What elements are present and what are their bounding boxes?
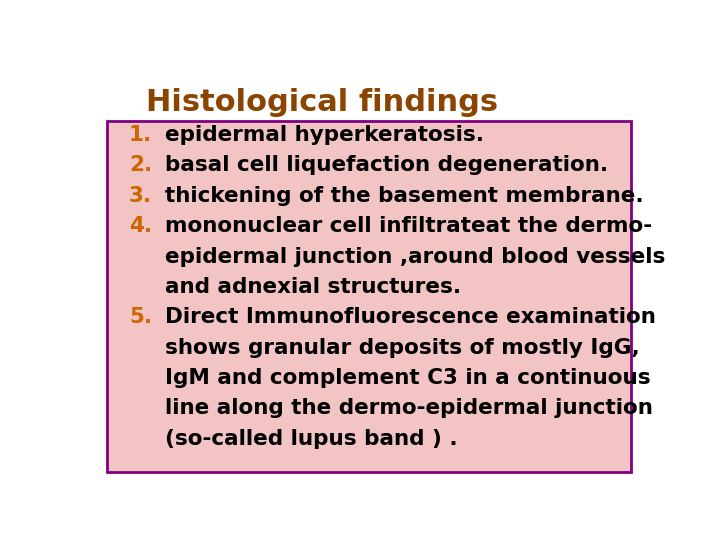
Text: line along the dermo-epidermal junction: line along the dermo-epidermal junction [166, 399, 653, 418]
Text: and adnexial structures.: and adnexial structures. [166, 277, 462, 297]
Text: epidermal hyperkeratosis.: epidermal hyperkeratosis. [166, 125, 485, 145]
Text: IgM and complement C3 in a continuous: IgM and complement C3 in a continuous [166, 368, 651, 388]
Text: 3.: 3. [129, 186, 152, 206]
Text: Direct Immunofluorescence examination: Direct Immunofluorescence examination [166, 307, 656, 327]
Text: shows granular deposits of mostly IgG,: shows granular deposits of mostly IgG, [166, 338, 640, 357]
Text: 2.: 2. [129, 156, 153, 176]
Text: (so-called lupus band ) .: (so-called lupus band ) . [166, 429, 458, 449]
Text: thickening of the basement membrane.: thickening of the basement membrane. [166, 186, 644, 206]
FancyBboxPatch shape [107, 121, 631, 472]
Text: epidermal junction ,around blood vessels: epidermal junction ,around blood vessels [166, 246, 666, 267]
Text: 1.: 1. [129, 125, 153, 145]
Text: 5.: 5. [129, 307, 152, 327]
Text: mononuclear cell infiltrateat the dermo-: mononuclear cell infiltrateat the dermo- [166, 216, 652, 236]
Text: basal cell liquefaction degeneration.: basal cell liquefaction degeneration. [166, 156, 608, 176]
FancyBboxPatch shape [79, 57, 660, 489]
Text: 4.: 4. [129, 216, 152, 236]
Text: Histological findings: Histological findings [145, 87, 498, 117]
